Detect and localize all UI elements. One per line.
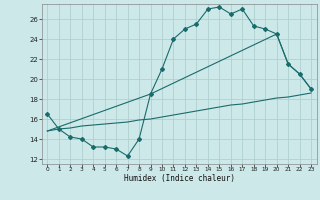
X-axis label: Humidex (Indice chaleur): Humidex (Indice chaleur) — [124, 174, 235, 183]
